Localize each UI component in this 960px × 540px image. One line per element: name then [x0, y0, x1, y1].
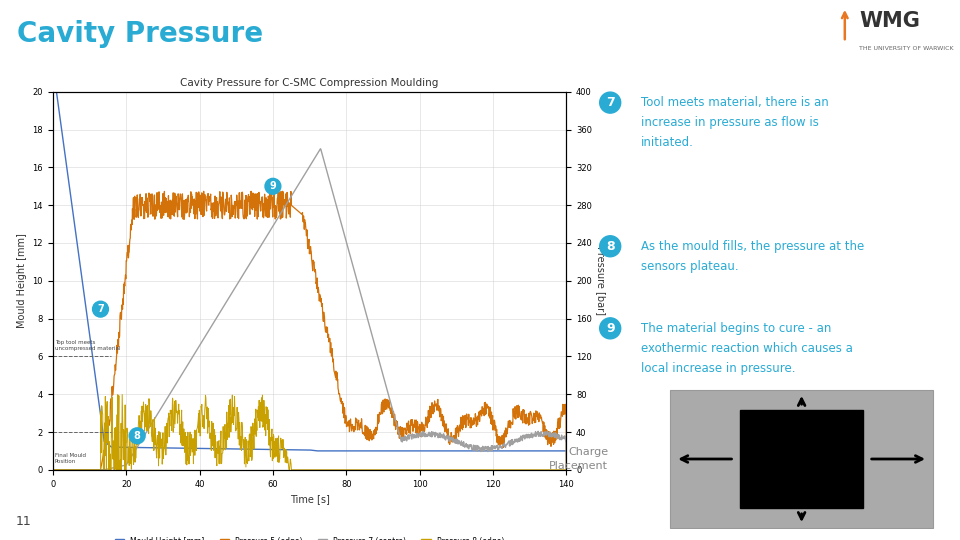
Mould Height [mm] — [47, 89, 59, 95]
Pressure 7 (centre) — [315, 146, 326, 152]
Mould Height [mm] — [317, 448, 328, 454]
Pressure 7 (centre) — [172, 379, 183, 385]
Pressure 7 (centre) — [464, 443, 475, 450]
Text: 8: 8 — [606, 240, 614, 253]
Pressure 7 (centre) — [317, 153, 328, 159]
Pressure 8 (edge) — [561, 467, 572, 473]
Text: 8: 8 — [133, 431, 140, 441]
Pressure 8 (edge) — [317, 467, 328, 473]
Text: The material begins to cure - an
exothermic reaction which causes a
local increa: The material begins to cure - an exother… — [641, 322, 852, 375]
Pressure 5 (edge) — [172, 210, 183, 216]
Pressure 5 (edge) — [464, 417, 475, 424]
Line: Mould Height [mm]: Mould Height [mm] — [53, 92, 566, 451]
Pressure 8 (edge) — [225, 411, 236, 417]
Pressure 8 (edge) — [116, 392, 128, 398]
Text: Top tool meets
uncompressed material: Top tool meets uncompressed material — [55, 340, 120, 351]
Text: Charge
Placement: Charge Placement — [549, 448, 608, 470]
Pressure 5 (edge) — [561, 467, 572, 473]
Mould Height [mm] — [553, 448, 564, 454]
Text: THE UNIVERSITY OF WARWICK: THE UNIVERSITY OF WARWICK — [859, 45, 954, 51]
Line: Pressure 5 (edge): Pressure 5 (edge) — [53, 191, 566, 470]
Title: Cavity Pressure for C-SMC Compression Moulding: Cavity Pressure for C-SMC Compression Mo… — [180, 78, 439, 88]
Text: 7: 7 — [97, 304, 104, 314]
Pressure 7 (centre) — [224, 293, 235, 300]
Pressure 7 (centre) — [553, 432, 564, 438]
Pressure 5 (edge) — [276, 188, 288, 194]
Pressure 5 (edge) — [284, 214, 296, 220]
Line: Pressure 7 (centre): Pressure 7 (centre) — [53, 149, 566, 470]
Text: 9: 9 — [270, 181, 276, 191]
Pressure 7 (centre) — [284, 195, 296, 201]
Text: Cavity Pressure: Cavity Pressure — [17, 19, 263, 48]
Line: Pressure 8 (edge): Pressure 8 (edge) — [53, 395, 566, 470]
Mould Height [mm] — [284, 447, 296, 453]
Mould Height [mm] — [172, 445, 183, 451]
Mould Height [mm] — [464, 448, 475, 454]
FancyBboxPatch shape — [670, 390, 933, 528]
Text: Tool meets material, there is an
increase in pressure as flow is
initiated.: Tool meets material, there is an increas… — [641, 96, 828, 149]
Text: 7: 7 — [606, 96, 614, 109]
Pressure 7 (centre) — [561, 467, 572, 473]
Pressure 5 (edge) — [317, 309, 328, 315]
Pressure 8 (edge) — [47, 467, 59, 473]
Pressure 8 (edge) — [553, 467, 564, 473]
Pressure 7 (centre) — [47, 467, 59, 473]
Mould Height [mm] — [561, 448, 572, 454]
Pressure 5 (edge) — [224, 215, 235, 222]
Text: WMG: WMG — [859, 10, 920, 31]
Mould Height [mm] — [311, 448, 323, 454]
Pressure 5 (edge) — [553, 426, 564, 432]
X-axis label: Time [s]: Time [s] — [290, 494, 329, 504]
Pressure 5 (edge) — [47, 467, 59, 473]
Pressure 8 (edge) — [284, 456, 296, 462]
Text: Final Mould
Position: Final Mould Position — [55, 454, 85, 464]
Pressure 8 (edge) — [464, 467, 475, 473]
Y-axis label: Mould Height [mm]: Mould Height [mm] — [17, 233, 27, 328]
Text: As the mould fills, the pressure at the
sensors plateau.: As the mould fills, the pressure at the … — [641, 240, 864, 273]
Y-axis label: Pressure [bar]: Pressure [bar] — [596, 246, 606, 315]
Text: 9: 9 — [606, 322, 614, 335]
Text: 11: 11 — [15, 515, 31, 528]
Legend: Mould Height [mm], Pressure 5 (edge), Pressure 7 (centre), Pressure 8 (edge): Mould Height [mm], Pressure 5 (edge), Pr… — [112, 534, 507, 540]
FancyBboxPatch shape — [740, 410, 863, 508]
Pressure 8 (edge) — [172, 420, 183, 427]
Mould Height [mm] — [224, 446, 235, 452]
